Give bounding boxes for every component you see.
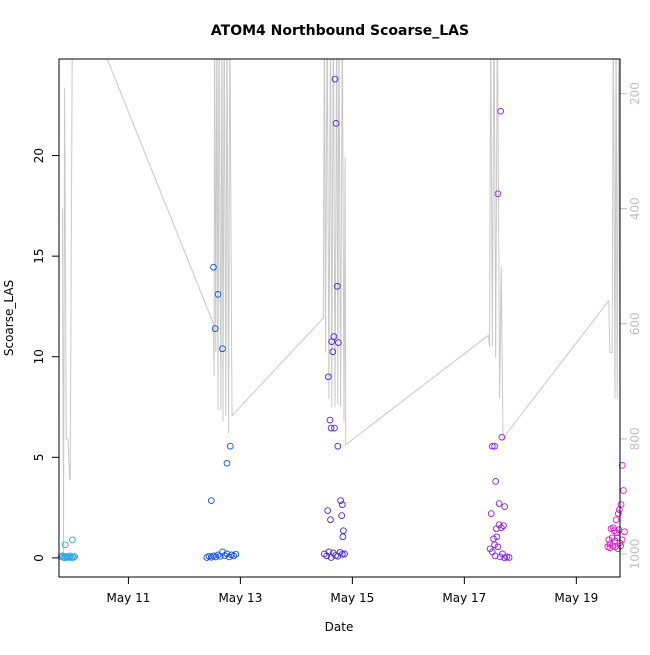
scatter-point [331,75,339,83]
scatter-point [219,345,226,353]
y2-tick-label: 600 [628,312,642,335]
scatter-point [497,524,505,532]
scatter-point [621,528,628,536]
scatter-point [219,548,226,556]
scatter-point [616,506,623,513]
scatter-point [226,442,234,450]
x-tick-label: May 11 [106,591,150,605]
scatter-point [225,553,233,561]
scatter-point [207,497,215,504]
scatter-point [336,548,344,556]
scatter-point [333,282,341,290]
scatter-point [327,424,335,432]
scatter-point [210,263,217,271]
scatter-point [230,552,238,560]
scatter-point [325,548,333,556]
x-tick-label: May 15 [330,591,374,605]
scatter-point [338,512,346,519]
y2-tick-label: 800 [628,427,642,450]
y2-tick-label: 200 [628,82,642,105]
plot-frame [58,58,621,578]
scatter-point [341,550,348,558]
scatter-point [326,416,334,424]
scatter-point [324,507,332,514]
scatter-point [607,525,615,533]
scatter-point [492,478,500,485]
scatter-point [491,541,498,549]
scatter-point [498,433,506,441]
x-tick-label: May 19 [554,591,598,605]
scatter-point [340,527,347,535]
scatter-point [491,552,499,560]
scatter-point [338,501,346,508]
scatter-point [501,503,509,510]
scatter-point [331,424,338,432]
scatter-point [605,536,613,544]
scatter-point [611,527,618,535]
y-tick-label: 15 [32,249,46,264]
x-tick-label: May 13 [218,591,262,605]
scatter-point [232,550,240,558]
scatter-point [335,339,342,346]
y-tick-label: 10 [32,349,46,364]
scatter-point [491,442,498,450]
scatter-point [609,542,617,550]
scatter-point [327,516,334,524]
chart-title: ATOM4 Northbound Scoarse_LAS [211,23,469,39]
scatter-point [214,291,222,298]
scatter-point [497,107,505,115]
y2-tick-label: 400 [628,197,642,220]
scatter-point [339,533,347,541]
scatter-point [71,553,79,560]
scatter-point [612,516,620,524]
scatter-point [500,522,507,530]
scatter-point [617,542,624,550]
scatter-point [332,120,340,127]
scatter-point [620,487,627,494]
scatter-point [488,442,496,450]
scatter-point [211,325,219,332]
y2-tick-label: 1000 [628,539,642,570]
scatter-point [321,550,328,558]
scatter-point [615,526,623,534]
depth-line [61,59,620,555]
y-tick-label: 20 [32,148,46,163]
scatter-point [618,536,626,544]
scatter-point [618,462,626,469]
x-tick-label: May 17 [442,591,486,605]
scatter-point [337,497,344,504]
scatter-point [324,373,332,381]
scatter-point [487,510,495,517]
scatter-point [70,553,77,561]
scatter-point [61,541,69,549]
scatter-point [329,348,337,356]
scatter-point [495,500,503,507]
scatter-point [493,533,501,541]
scatter-point [494,190,502,198]
scatter-point [614,510,622,517]
scatter-point [505,554,513,561]
scatter-point [494,543,502,551]
y-axis-label: Scoarse_LAS [2,280,16,356]
x-axis-label: Date [325,620,354,634]
depth-line-layer [61,59,620,555]
y-tick-label: 5 [32,453,46,461]
y-tick-label: 0 [32,554,46,562]
scatter-point [330,333,338,340]
scatter-point [612,543,619,551]
scatter-point [69,536,76,544]
scatter-points-layer [57,75,628,562]
scatter-point [334,442,342,450]
scatter-point [212,553,220,561]
scatter-point [223,459,231,467]
